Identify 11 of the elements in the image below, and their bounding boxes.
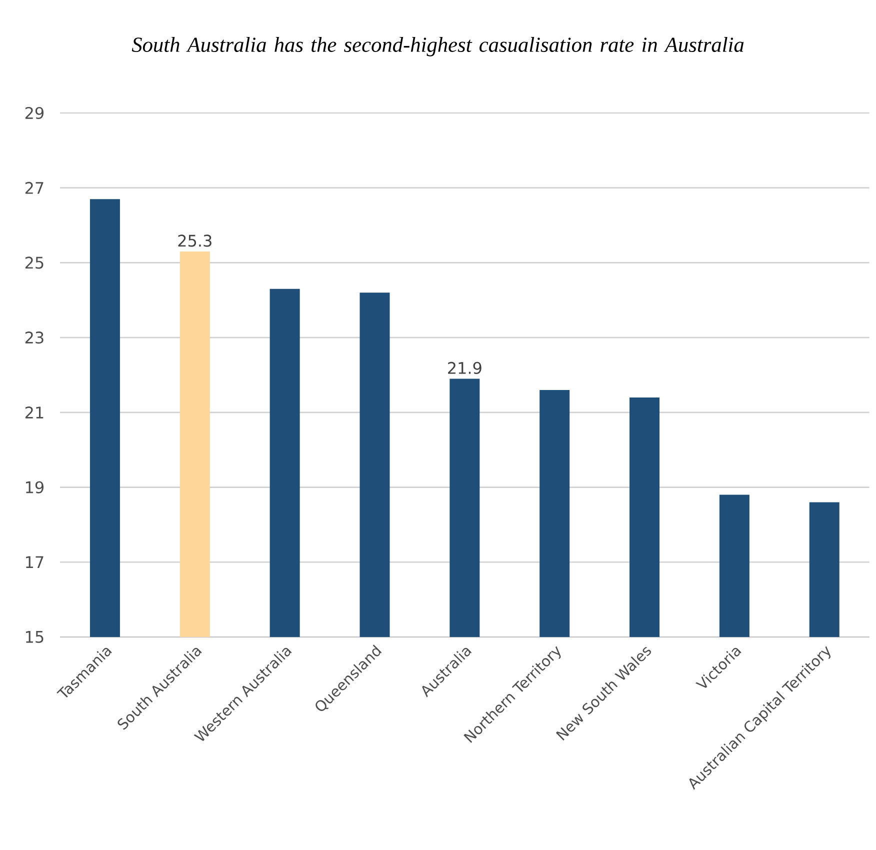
y-tick-label: 25 bbox=[25, 256, 44, 269]
y-tick-label: 19 bbox=[26, 481, 44, 494]
y-tick-label: 27 bbox=[25, 182, 44, 194]
y-tick-label: 21 bbox=[25, 406, 44, 418]
chart-title: South Australia has the second-highest casualisation rate in Australia bbox=[132, 36, 744, 56]
data-label: 21.9 bbox=[448, 362, 482, 374]
y-tick-label: 29 bbox=[25, 106, 44, 120]
data-label: 25.3 bbox=[178, 234, 212, 247]
y-tick-label: 23 bbox=[25, 332, 44, 344]
y-tick-label: 17 bbox=[26, 556, 44, 568]
y-tick-label: 15 bbox=[26, 631, 44, 643]
